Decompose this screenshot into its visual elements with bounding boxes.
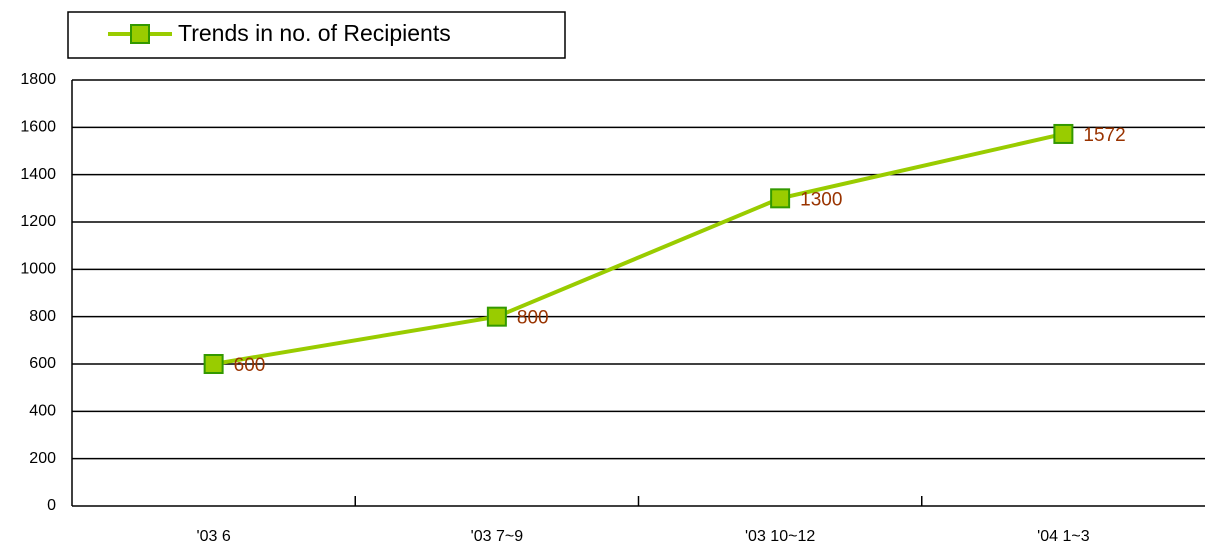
x-tick-label: '03 6 [197, 528, 231, 545]
legend-label: Trends in no. of Recipients [178, 20, 451, 46]
y-tick-label: 1200 [20, 213, 56, 230]
marker [203, 354, 224, 374]
y-tick-label: 0 [47, 497, 56, 514]
data-label: 1572 [1083, 125, 1125, 146]
data-label: 600 [234, 355, 266, 376]
y-tick-label: 200 [29, 450, 56, 467]
marker [486, 306, 507, 327]
y-tick-label: 400 [29, 403, 56, 420]
data-label: 1300 [800, 189, 842, 210]
series-line [213, 132, 1064, 366]
data-label: 800 [517, 308, 549, 329]
marker [1053, 123, 1074, 144]
y-tick-label: 1600 [20, 119, 56, 136]
y-tick-label: 1800 [20, 71, 56, 88]
x-tick-label: '04 1~3 [1037, 528, 1090, 545]
legend-marker [130, 24, 150, 44]
x-tick-label: '03 7~9 [471, 528, 524, 545]
marker [770, 188, 791, 209]
y-tick-label: 600 [29, 355, 56, 372]
y-tick-label: 800 [29, 308, 56, 325]
y-tick-label: 1000 [20, 261, 56, 278]
x-tick-label: '03 10~12 [745, 528, 815, 545]
y-tick-label: 1400 [20, 166, 56, 183]
